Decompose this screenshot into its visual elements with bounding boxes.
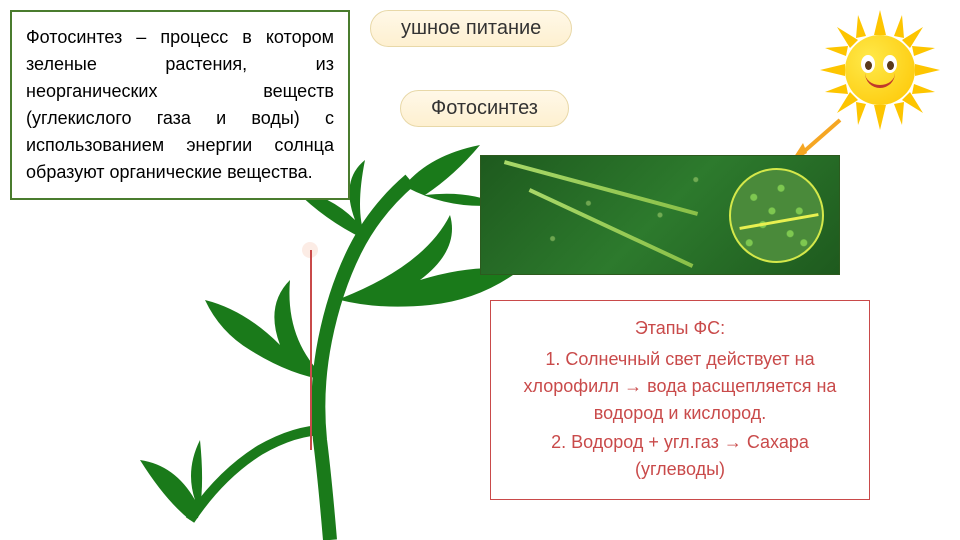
red-connector-line xyxy=(310,250,312,450)
stage-item-1: Солнечный свет действует на хлорофилл → … xyxy=(509,346,851,427)
definition-keyword: Фотосинтез xyxy=(26,27,122,47)
sun-icon xyxy=(820,10,940,130)
stages-title: Этапы ФС: xyxy=(509,315,851,342)
definition-text: – процесс в котором зеленые растения, из… xyxy=(26,27,334,182)
photosynthesis-label: Фотосинтез xyxy=(400,90,569,127)
definition-box: Фотосинтез – процесс в котором зеленые р… xyxy=(10,10,350,200)
stage-item-2: Водород + угл.газ → Сахара (углеводы) xyxy=(509,429,851,483)
chloroplast-circle xyxy=(729,168,824,263)
top-nutrition-label: ушное питание xyxy=(370,10,572,47)
stages-box: Этапы ФС: Солнечный свет действует на хл… xyxy=(490,300,870,500)
leaf-microscope-image xyxy=(480,155,840,275)
stages-list: Солнечный свет действует на хлорофилл → … xyxy=(509,346,851,483)
